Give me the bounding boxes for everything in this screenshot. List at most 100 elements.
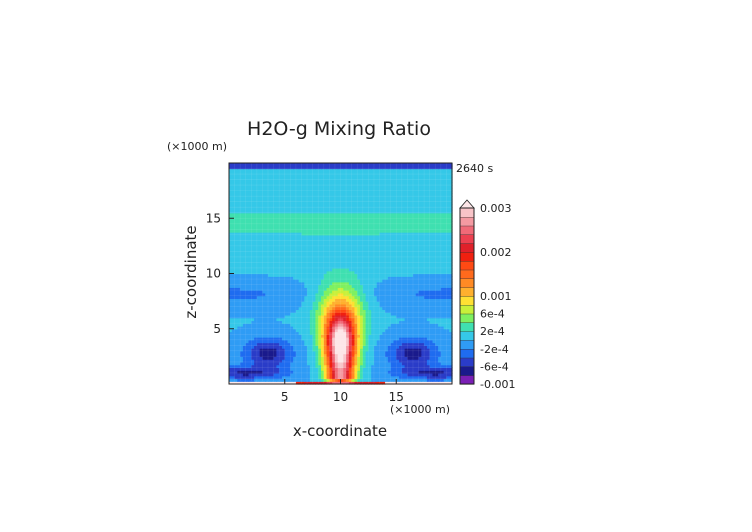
heatmap-cell	[231, 240, 236, 244]
heatmap-cell	[357, 279, 361, 283]
heatmap-cell	[295, 301, 300, 305]
heatmap-cell	[351, 309, 356, 313]
heatmap-cell	[385, 306, 389, 311]
heatmap-cell	[362, 323, 367, 327]
heatmap-cell	[237, 350, 241, 355]
heatmap-cell	[326, 353, 330, 357]
heatmap-cell	[351, 229, 356, 233]
heatmap-cell	[231, 306, 236, 311]
heatmap-cell	[385, 320, 389, 324]
heatmap-cell	[273, 215, 277, 219]
heatmap-cell	[337, 267, 342, 272]
heatmap-cell	[270, 342, 275, 346]
heatmap-cell	[293, 290, 297, 294]
heatmap-cell	[390, 370, 395, 374]
heatmap-cell	[312, 303, 317, 308]
heatmap-cell	[318, 245, 322, 250]
heatmap-cell	[410, 364, 414, 369]
heatmap-cell	[385, 243, 389, 247]
heatmap-cell	[265, 234, 269, 239]
heatmap-cell	[393, 309, 397, 313]
heatmap-cell	[357, 314, 361, 319]
heatmap-cell	[315, 320, 319, 324]
heatmap-cell	[337, 259, 342, 264]
heatmap-cell	[432, 356, 436, 360]
heatmap-cell	[362, 245, 367, 250]
heatmap-cell	[262, 301, 266, 305]
heatmap-cell	[424, 243, 428, 247]
heatmap-cell	[421, 303, 425, 308]
heatmap-cell	[268, 361, 272, 366]
heatmap-cell	[351, 353, 356, 357]
heatmap-cell	[379, 281, 383, 286]
heatmap-cell	[276, 356, 280, 360]
heatmap-cell	[401, 223, 406, 228]
heatmap-cell	[415, 251, 420, 255]
heatmap-cell	[346, 259, 350, 264]
heatmap-cell	[385, 254, 389, 258]
heatmap-cell	[279, 367, 283, 371]
heatmap-cell	[265, 312, 269, 316]
heatmap-cell	[351, 372, 356, 377]
heatmap-cell	[312, 276, 317, 280]
heatmap-cell	[276, 279, 280, 283]
heatmap-cell	[323, 348, 328, 352]
heatmap-cell	[435, 359, 439, 363]
heatmap-cell	[326, 248, 330, 252]
heatmap-cell	[393, 295, 397, 299]
heatmap-cell	[312, 232, 317, 236]
heatmap-cell	[337, 367, 342, 371]
heatmap-cell	[309, 248, 314, 252]
heatmap-cell	[332, 309, 336, 313]
heatmap-cell	[318, 370, 322, 374]
heatmap-cell	[432, 339, 436, 344]
heatmap-cell	[231, 301, 236, 305]
heatmap-cell	[234, 367, 238, 371]
heatmap-cell	[265, 317, 269, 322]
heatmap-cell	[354, 218, 358, 222]
heatmap-cell	[446, 265, 450, 269]
heatmap-cell	[242, 262, 247, 266]
heatmap-cell	[323, 259, 328, 264]
heatmap-cell	[254, 337, 258, 341]
heatmap-cell	[407, 353, 411, 357]
heatmap-cell	[401, 331, 406, 335]
heatmap-cell	[410, 267, 414, 272]
heatmap-cell	[368, 342, 372, 346]
heatmap-cell	[435, 375, 439, 380]
heatmap-cell	[329, 281, 333, 286]
heatmap-cell	[424, 348, 428, 352]
heatmap-cell	[315, 212, 319, 217]
heatmap-cell	[307, 221, 311, 225]
heatmap-cell	[270, 237, 275, 241]
heatmap-cell	[315, 317, 319, 322]
heatmap-cell	[290, 240, 294, 244]
heatmap-cell	[315, 342, 319, 346]
heatmap-cell	[301, 356, 305, 360]
heatmap-cell	[446, 361, 450, 366]
heatmap-cell	[401, 303, 406, 308]
heatmap-cell	[401, 281, 406, 286]
heatmap-cell	[379, 359, 383, 363]
heatmap-cell	[326, 276, 330, 280]
heatmap-cell	[229, 323, 233, 327]
heatmap-cell	[329, 273, 333, 277]
heatmap-cell	[270, 259, 275, 264]
heatmap-cell	[340, 337, 344, 341]
heatmap-cell	[418, 212, 422, 217]
heatmap-cell	[440, 353, 445, 357]
heatmap-cell	[248, 256, 252, 261]
heatmap-cell	[390, 328, 395, 333]
heatmap-cell	[234, 331, 238, 335]
heatmap-cell	[387, 306, 392, 311]
heatmap-cell	[270, 232, 275, 236]
heatmap-cell	[440, 251, 445, 255]
heatmap-cell	[268, 234, 272, 239]
heatmap-cell	[415, 309, 420, 313]
heatmap-cell	[365, 251, 369, 255]
heatmap-cell	[237, 243, 241, 247]
heatmap-cell	[276, 331, 280, 335]
heatmap-cell	[407, 342, 411, 346]
heatmap-cell	[351, 320, 356, 324]
heatmap-cell	[438, 215, 442, 219]
